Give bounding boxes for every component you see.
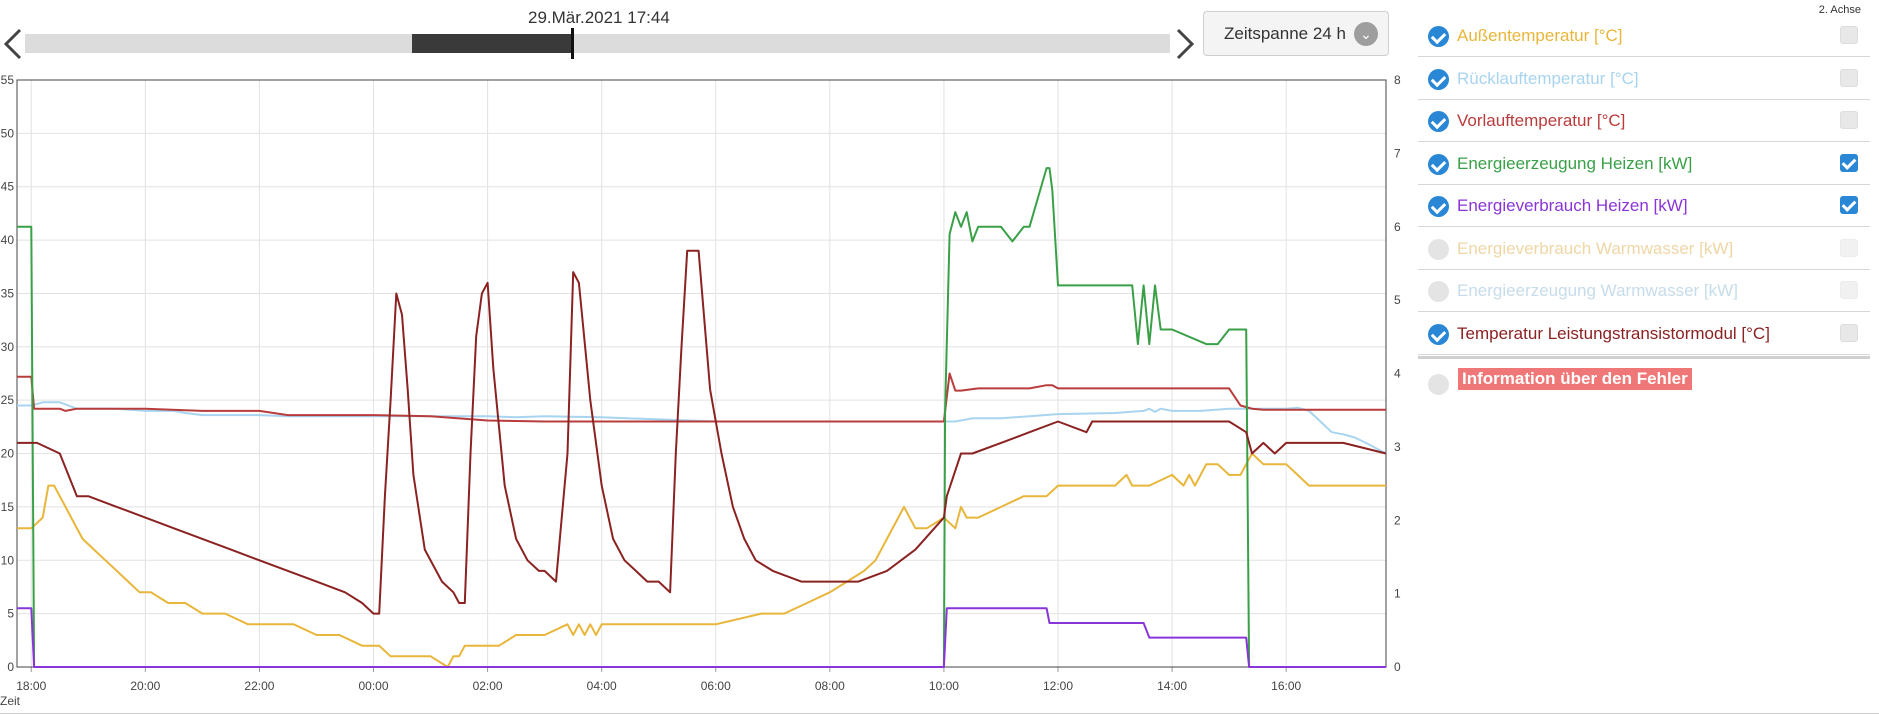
axis2-header: 2. Achse (1818, 4, 1861, 16)
legend-item[interactable]: Energieverbrauch Warmwasser [kW] (1418, 227, 1870, 270)
legend-item-label: Außentemperatur [°C] (1457, 26, 1623, 45)
x-tick-label: 14:00 (1157, 679, 1187, 693)
legend-item[interactable]: Energieerzeugung Warmwasser [kW] (1418, 269, 1870, 312)
y2-tick-label: 6 (1394, 220, 1401, 234)
axis2-checkbox[interactable] (1840, 68, 1858, 87)
line-chart: 18:00 20:00 22:00 00:00 02:00 04:00 06:00 08:00… (0, 73, 1401, 708)
plot-frame (16, 79, 1387, 668)
legend-item-label: Temperatur Leistungstransistormodul [°C] (1457, 323, 1770, 343)
legend-item-label: Energieverbrauch Warmwasser [kW] (1457, 238, 1734, 258)
timeline-cursor[interactable] (571, 28, 575, 59)
x-tick-label: 10:00 (929, 679, 959, 693)
legend-item[interactable]: Außentemperatur [°C] (1418, 14, 1870, 57)
timespan-label: Zeitspanne 24 h (1224, 24, 1346, 43)
y-tick-label: 0 (7, 660, 14, 674)
timeline-scrollbar[interactable] (25, 28, 1170, 59)
legend-item-label: Rücklauftemperatur [°C] (1457, 68, 1639, 88)
chevron-down-icon: ⌄ (1354, 22, 1378, 46)
check-circle-icon[interactable] (1428, 111, 1449, 132)
check-circle-icon[interactable] (1428, 68, 1449, 90)
bottom-divider (0, 713, 1879, 714)
y-tick-label: 20 (1, 447, 15, 461)
unchecked-circle-icon[interactable] (1428, 281, 1449, 302)
y2-tick-label: 5 (1394, 293, 1401, 307)
series-line-0 (17, 452, 1386, 668)
x-tick-label: 22:00 (244, 679, 274, 693)
timespan-dropdown[interactable]: Zeitspanne 24 h ⌄ (1203, 11, 1389, 56)
check-circle-icon[interactable] (1428, 26, 1449, 47)
x-tick-label: 12:00 (1043, 679, 1073, 693)
x-tick-label: 02:00 (473, 679, 503, 693)
legend-item[interactable]: Vorlauftemperatur [°C] (1418, 99, 1870, 142)
y2-tick-label: 7 (1394, 146, 1401, 160)
legend-item-label: Energieerzeugung Warmwasser [kW] (1457, 281, 1738, 300)
y2-tick-label: 2 (1394, 513, 1401, 527)
chevron-right-icon[interactable] (1172, 26, 1198, 62)
legend-item[interactable]: Rücklauftemperatur [°C] (1418, 57, 1870, 100)
axis2-checkbox[interactable] (1840, 238, 1858, 257)
axis2-checkbox[interactable] (1840, 196, 1858, 214)
unchecked-circle-icon[interactable] (1428, 374, 1449, 395)
legend-item[interactable]: Energieerzeugung Heizen [kW] (1418, 142, 1870, 185)
y2-tick-label: 8 (1394, 73, 1401, 87)
error-info-label: Information über den Fehler (1458, 368, 1692, 390)
x-tick-label: 04:00 (587, 679, 617, 693)
series-line-5 (17, 249, 1387, 615)
legend-panel: 2. Achse Außentemperatur [°C] Rücklauftem… (1418, 0, 1879, 420)
check-circle-icon[interactable] (1428, 196, 1449, 217)
time-navigation: 29.Mär.2021 17:44 (0, 0, 1200, 70)
y-tick-label: 35 (1, 286, 15, 300)
x-tick-label: 20:00 (130, 679, 160, 693)
legend-item-label: Vorlauftemperatur [°C] (1457, 111, 1626, 130)
error-info-row[interactable]: Information über den Fehler (1418, 362, 1870, 398)
y-tick-label: 15 (1, 500, 15, 514)
legend-item[interactable]: Energieverbrauch Heizen [kW] (1418, 184, 1870, 227)
y2-tick-label: 4 (1394, 367, 1401, 381)
check-circle-icon[interactable] (1428, 323, 1449, 345)
timeline-window[interactable] (412, 34, 573, 53)
series-line-3 (17, 167, 1386, 668)
axis2-checkbox[interactable] (1840, 111, 1858, 129)
y2-tick-label: 3 (1394, 440, 1401, 454)
legend-item-label: Energieerzeugung Heizen [kW] (1457, 153, 1693, 173)
axis2-checkbox[interactable] (1840, 26, 1858, 44)
current-datetime-label: 29.Mär.2021 17:44 (528, 8, 670, 27)
axis2-checkbox[interactable] (1840, 281, 1858, 299)
x-axis-label: Zeit (0, 694, 21, 708)
y-tick-label: 45 (1, 180, 15, 194)
y-tick-label: 40 (1, 233, 15, 247)
series-line-2 (17, 372, 1386, 423)
y-tick-label: 50 (1, 126, 15, 140)
y-tick-label: 25 (1, 393, 15, 407)
series-line-4 (17, 607, 1386, 668)
y-tick-label: 55 (1, 73, 15, 87)
x-tick-label: 16:00 (1271, 679, 1301, 693)
y-tick-label: 10 (1, 553, 15, 567)
chevron-left-icon[interactable] (0, 26, 26, 62)
y2-tick-label: 1 (1394, 587, 1401, 601)
x-tick-label: 18:00 (16, 679, 46, 693)
unchecked-circle-icon[interactable] (1428, 238, 1449, 260)
x-tick-label: 00:00 (358, 679, 388, 693)
y2-tick-label: 0 (1394, 660, 1401, 674)
legend-item[interactable]: Temperatur Leistungstransistormodul [°C] (1418, 312, 1870, 355)
axis2-checkbox[interactable] (1840, 323, 1858, 342)
y-tick-label: 30 (1, 340, 15, 354)
x-tick-label: 08:00 (815, 679, 845, 693)
check-circle-icon[interactable] (1428, 153, 1449, 175)
legend-divider (1418, 356, 1870, 359)
y-tick-label: 5 (7, 607, 14, 621)
legend-item-label: Energieverbrauch Heizen [kW] (1457, 196, 1688, 215)
x-tick-label: 06:00 (701, 679, 731, 693)
axis2-checkbox[interactable] (1840, 153, 1858, 172)
